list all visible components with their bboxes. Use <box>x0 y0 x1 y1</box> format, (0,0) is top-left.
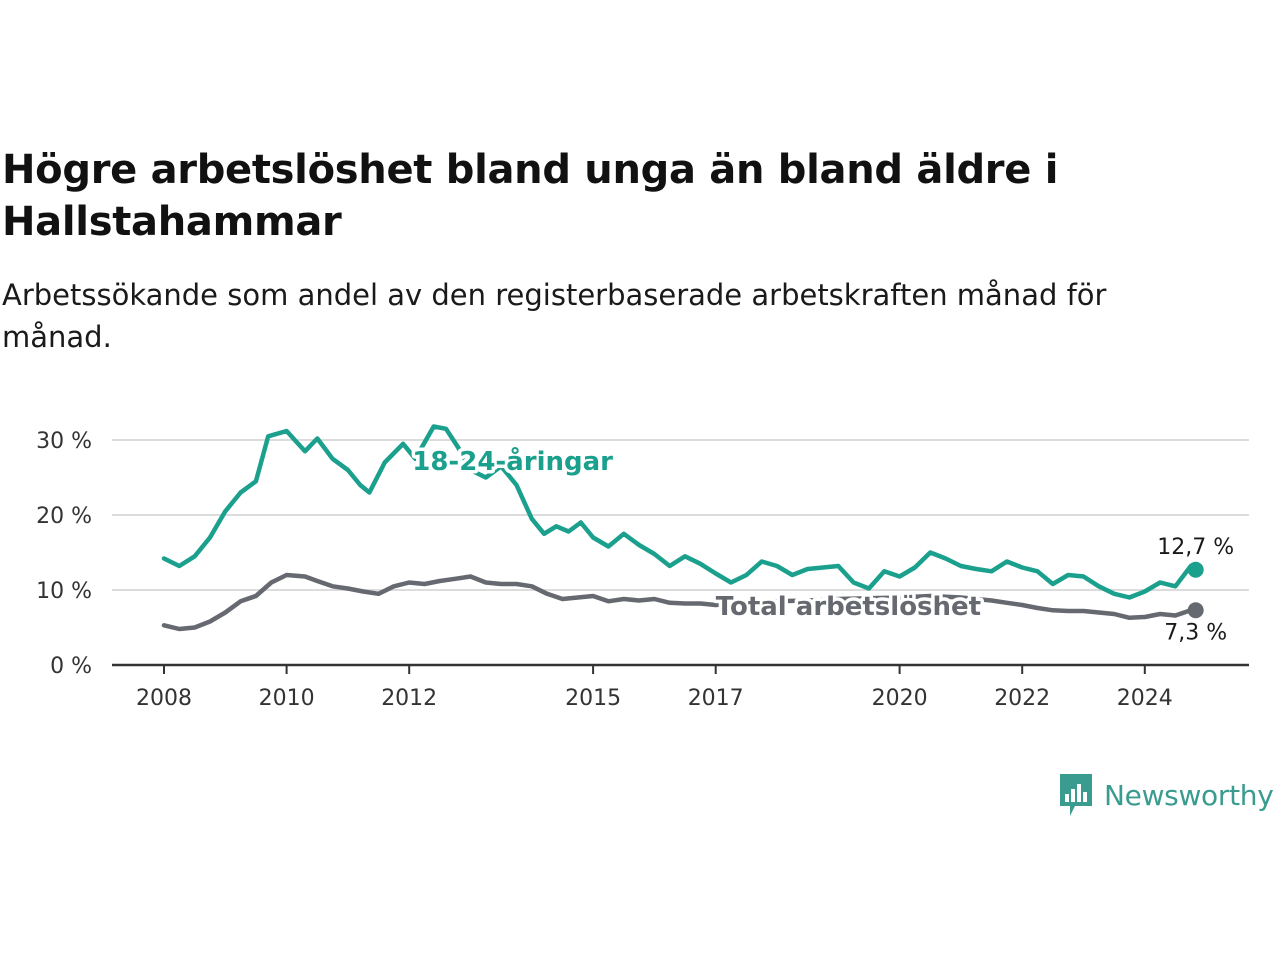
series-labels: 12,7 % 7,3 % 18-24-åringar Total arbetslösh… <box>409 442 1237 648</box>
end-point <box>1187 561 1204 578</box>
x-tick-label: 2020 <box>872 686 928 711</box>
chart-subtitle: Arbetssökande som andel av den registerb… <box>2 278 1107 354</box>
y-axis-ticks: 0 % 10 % 20 % 30 % <box>36 429 92 679</box>
series-line <box>161 424 1198 600</box>
x-tick-label: 2008 <box>136 686 192 711</box>
x-tick-label: 2022 <box>994 686 1050 711</box>
series-name-label: 18-24-åringar <box>412 445 613 477</box>
bar-chart-speech-bubble-icon <box>1060 774 1092 816</box>
series-lines <box>161 424 1204 632</box>
newsworthy-logo: Newsworthy <box>1058 772 1274 818</box>
end-value-label: 7,3 % <box>1164 620 1227 645</box>
brand-name: Newsworthy <box>1104 778 1274 812</box>
y-tick-label: 30 % <box>36 429 92 454</box>
x-tick-label: 2024 <box>1117 686 1173 711</box>
y-tick-label: 10 % <box>36 579 92 604</box>
x-tick-label: 2017 <box>688 686 744 711</box>
x-tick-label: 2010 <box>259 686 315 711</box>
gridlines <box>112 439 1249 591</box>
x-axis: 2008 2010 2012 2015 2017 2020 2022 2024 <box>112 663 1249 711</box>
end-point <box>1187 602 1204 619</box>
series-line <box>161 572 1198 632</box>
end-value-label: 12,7 % <box>1157 535 1234 560</box>
x-tick-label: 2015 <box>565 686 621 711</box>
chart-title: Högre arbetslöshet bland unga än bland ä… <box>2 147 1059 245</box>
y-tick-label: 20 % <box>36 504 92 529</box>
series-name-label: Total arbetslöshet <box>716 592 981 622</box>
y-tick-label: 0 % <box>50 654 92 679</box>
x-tick-label: 2012 <box>381 686 437 711</box>
